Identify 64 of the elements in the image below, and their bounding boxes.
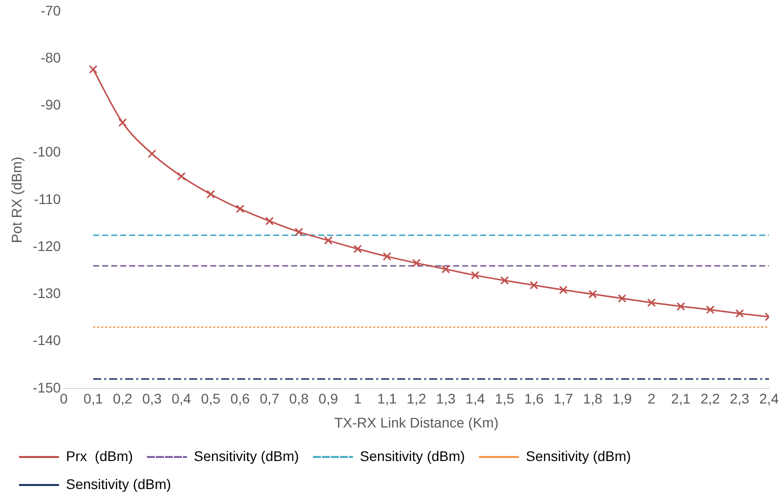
x-tick-label: 1,5 bbox=[494, 390, 514, 407]
y-tick-label: -130 bbox=[32, 285, 62, 302]
legend-label: Sensitivity (dBm) bbox=[66, 476, 172, 492]
y-tick-label: -80 bbox=[40, 49, 62, 66]
point bbox=[412, 258, 421, 268]
x-tick-label: 0,7 bbox=[260, 390, 280, 407]
y-tick-label: -90 bbox=[40, 96, 62, 113]
y-tick-label: -110 bbox=[34, 190, 62, 207]
x-tick-label: 1,6 bbox=[524, 390, 544, 407]
y-axis-title: Pot RX (dBm) bbox=[8, 156, 24, 244]
x-tick-label: 0,9 bbox=[318, 390, 338, 407]
x-tick-label: 1,9 bbox=[612, 390, 632, 407]
point bbox=[265, 216, 274, 226]
y-tick-label: -100 bbox=[32, 144, 62, 160]
x-tick-label: 1,8 bbox=[582, 390, 603, 407]
y-tick-label: -150 bbox=[32, 379, 62, 396]
point bbox=[676, 302, 686, 311]
point bbox=[324, 236, 333, 245]
point bbox=[500, 276, 509, 285]
point bbox=[706, 305, 715, 314]
point bbox=[177, 172, 186, 181]
point bbox=[618, 294, 626, 303]
point bbox=[647, 298, 656, 307]
y-tick-label: -140 bbox=[32, 332, 62, 348]
point bbox=[559, 286, 568, 294]
point bbox=[236, 204, 244, 214]
x-tick-label: 0,6 bbox=[230, 390, 250, 407]
x-tick-label: 2,1 bbox=[671, 390, 691, 407]
legend-label: Prx (dBm) bbox=[66, 448, 133, 464]
point bbox=[530, 280, 538, 290]
x-tick-label: 1 bbox=[354, 390, 362, 407]
x-tick-label: 0,8 bbox=[289, 390, 309, 407]
point bbox=[735, 309, 744, 318]
x-tick-label: 0,1 bbox=[83, 390, 104, 407]
point bbox=[470, 271, 480, 280]
point bbox=[118, 118, 127, 127]
x-tick-label: 2,4 bbox=[759, 390, 779, 407]
x-tick-label: 2 bbox=[648, 390, 656, 407]
point bbox=[206, 190, 216, 199]
x-tick-label: 2,2 bbox=[700, 390, 720, 407]
legend-label: Sensitivity (dBm) bbox=[526, 448, 631, 464]
point bbox=[382, 252, 392, 261]
x-tick-label: 0,5 bbox=[201, 390, 221, 407]
y-tick-label: -70 bbox=[40, 2, 62, 18]
y-tick-label: -120 bbox=[32, 238, 62, 254]
x-tick-label: 1,2 bbox=[406, 390, 426, 407]
x-tick-label: 1,1 bbox=[377, 390, 397, 407]
point bbox=[588, 290, 597, 298]
legend-label: Sensitivity (dBm) bbox=[360, 448, 465, 464]
x-tick-label: 0,4 bbox=[172, 390, 192, 407]
x-tick-label: 1,7 bbox=[554, 390, 574, 407]
legend-label: Sensitivity (dBm) bbox=[194, 448, 299, 464]
x-tick-label: 0 bbox=[60, 390, 68, 407]
x-axis-title: TX-RX Link Distance (Km) bbox=[334, 414, 498, 430]
point bbox=[353, 244, 362, 254]
x-tick-label: 1,3 bbox=[436, 390, 456, 407]
point bbox=[294, 228, 304, 236]
x-tick-label: 2,3 bbox=[730, 390, 750, 407]
point bbox=[442, 264, 450, 274]
x-tick-label: 1,4 bbox=[465, 390, 486, 407]
x-tick-label: 0,3 bbox=[142, 390, 162, 407]
point bbox=[88, 65, 98, 74]
x-tick-label: 0,2 bbox=[112, 390, 133, 407]
point bbox=[148, 149, 156, 158]
